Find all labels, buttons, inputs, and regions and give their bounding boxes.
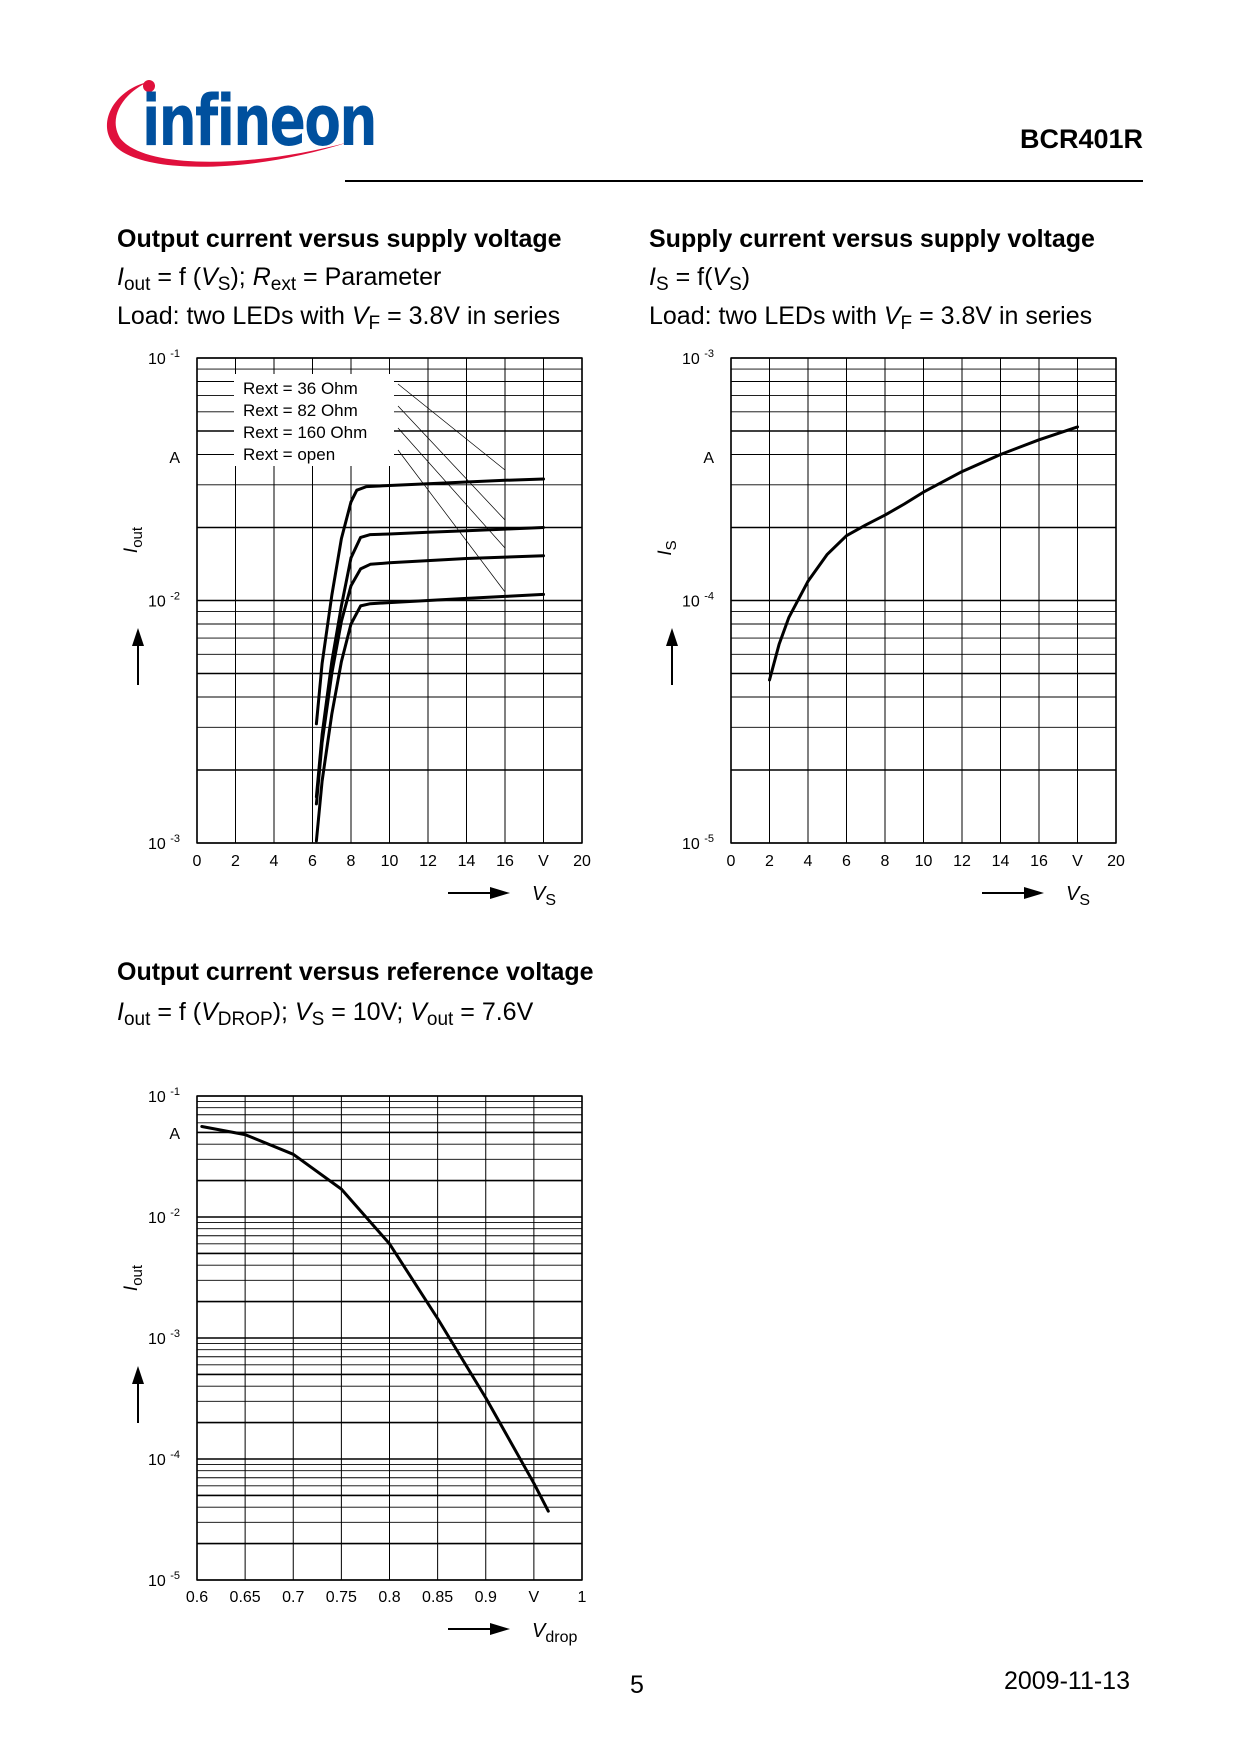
chart1-legend-entry: Rext = 36 Ohm	[243, 379, 358, 398]
document-date: 2009-11-13	[1003, 1667, 1130, 1695]
chart3-x-tick-label: 0.75	[326, 1589, 357, 1606]
chart1-legend-leader	[397, 383, 506, 471]
chart2-x-arrow-head	[1024, 887, 1044, 899]
chart3-x-arrow-head	[490, 1623, 510, 1635]
chart2-x-tick-label: 8	[881, 853, 890, 870]
chart3-x-tick-label: V	[529, 1589, 540, 1606]
chart1-x-arrow-head	[490, 887, 510, 899]
logo-wordmark: infineon	[142, 80, 377, 162]
chart2-x-tick-label: 20	[1107, 853, 1125, 870]
chart3-series-line-1	[200, 1125, 550, 1513]
chart1-legend-entry: Rext = 82 Ohm	[243, 401, 358, 420]
chart1-y-tick-label: 10 -3	[148, 833, 180, 853]
chart2-y-tick-label: 10 -3	[682, 348, 714, 368]
chart2-x-axis-label: VS	[1066, 883, 1090, 909]
chart1-x-tick-label: V	[538, 853, 549, 870]
chart1-x-tick-label: 8	[347, 853, 356, 870]
chart3-y-tick-label: 10 -5	[148, 1570, 180, 1590]
chart1-x-tick-label: 2	[231, 853, 240, 870]
chart1-legend-entry: Rext = 160 Ohm	[243, 423, 367, 442]
chart1-legend-entry: Rext = open	[243, 445, 335, 464]
chart2-x-tick-label: 16	[1030, 853, 1048, 870]
chart1-series-line-3	[314, 554, 545, 806]
chart3-plot: 0.6 0.65 0.7 0.75 0.8 0.85 0.9 V 1 10 -1 10 -2 10 -…	[121, 1086, 587, 1646]
chart1-y-arrow-head	[132, 628, 144, 646]
chart3-title: Output current versus reference voltage	[117, 958, 594, 986]
chart1-legend-leader	[397, 427, 506, 549]
chart1-frame	[196, 357, 583, 844]
chart1-series-line-1	[314, 477, 545, 726]
chart1-x-tick-label: 16	[496, 853, 514, 870]
chart2-y-axis-label: IS	[655, 540, 680, 555]
chart3-x-tick-label: 0.85	[422, 1589, 453, 1606]
chart1-x-tick-label: 20	[573, 853, 591, 870]
chart1-title: Output current versus supply voltage	[117, 225, 562, 253]
chart3-y-arrow-head	[132, 1366, 144, 1384]
chart1-y-unit: A	[169, 450, 180, 467]
chart1-x-tick-label: 12	[419, 853, 437, 870]
chart2-subtitle: IS = f(VS)	[649, 263, 751, 295]
chart3-x-tick-label: 0.9	[475, 1589, 497, 1606]
chart3-subtitle: Iout = f (VDROP); VS = 10V; Vout = 7.6V	[117, 998, 534, 1030]
chart1-plot: Rext = 36 Ohm Rext = 82 Ohm Rext = 160 Ohm…	[121, 348, 591, 909]
chart1-y-tick-label: 10 -2	[148, 591, 180, 611]
chart2-load-line: Load: two LEDs with VF = 3.8V in series	[649, 302, 1093, 334]
chart2-x-tick-label: 12	[953, 853, 971, 870]
chart2-y-unit: A	[703, 450, 714, 467]
chart2-frame	[730, 357, 1117, 844]
chart3-x-tick-label: 0.8	[378, 1589, 400, 1606]
chart2-y-tick-label: 10 -5	[682, 833, 714, 853]
chart1-subtitle: Iout = f (VS); Rext = Parameter	[117, 263, 442, 295]
chart2-series-line-1	[768, 425, 1079, 682]
page-number: 5	[630, 1671, 644, 1699]
chart3-y-axis-label: Iout	[121, 1264, 146, 1291]
chart3-frame	[196, 1095, 583, 1581]
chart3-x-axis-label: Vdrop	[532, 1620, 577, 1646]
chart2-x-tick-label: V	[1072, 853, 1083, 870]
chart2-plot: 0 2 4 6 8 10 12 14 16 V 20 10 -3 10 -4 10 -5 A IS VS	[655, 348, 1125, 909]
chart1-series-line-2	[314, 526, 545, 799]
chart2-x-tick-label: 2	[765, 853, 774, 870]
chart3-y-tick-label: 10 -1	[148, 1086, 180, 1106]
chart2-y-tick-label: 10 -4	[682, 591, 714, 611]
chart2-x-tick-label: 14	[992, 853, 1010, 870]
chart1-x-tick-label: 6	[308, 853, 317, 870]
chart2-x-tick-label: 4	[804, 853, 813, 870]
chart3-x-tick-label: 0.65	[230, 1589, 261, 1606]
part-number: BCR401R	[1019, 124, 1143, 154]
chart1-y-tick-label: 10 -1	[148, 348, 180, 368]
chart3-x-tick-label: 0.6	[186, 1589, 208, 1606]
chart1-y-axis-label: Iout	[121, 526, 146, 553]
chart1-series-line-4	[314, 592, 545, 843]
chart1-x-tick-label: 14	[458, 853, 476, 870]
chart1-legend-leader	[397, 449, 506, 593]
logo-swoosh	[106, 80, 350, 167]
chart1-legend-box	[234, 374, 394, 466]
chart3-y-tick-label: 10 -2	[148, 1207, 180, 1227]
header-divider	[345, 180, 1143, 182]
chart1-x-axis-label: VS	[532, 883, 556, 909]
chart3-y-tick-label: 10 -4	[148, 1449, 180, 1469]
chart1-legend-leader	[397, 405, 506, 521]
chart1-x-tick-label: 0	[193, 853, 202, 870]
chart2-x-tick-label: 6	[842, 853, 851, 870]
chart2-title: Supply current versus supply voltage	[649, 225, 1095, 253]
chart3-y-unit: A	[169, 1126, 180, 1143]
chart2-x-tick-label: 0	[727, 853, 736, 870]
chart2-y-arrow-head	[666, 628, 678, 646]
chart3-x-tick-label: 0.7	[282, 1589, 304, 1606]
chart1-x-tick-label: 10	[381, 853, 399, 870]
chart1-x-tick-label: 4	[270, 853, 279, 870]
chart2-x-tick-label: 10	[915, 853, 933, 870]
chart3-x-tick-label: 1	[578, 1589, 587, 1606]
chart1-load-line: Load: two LEDs with VF = 3.8V in series	[117, 302, 561, 334]
chart3-y-tick-label: 10 -3	[148, 1328, 180, 1348]
infineon-logo: infineon	[104, 72, 377, 184]
